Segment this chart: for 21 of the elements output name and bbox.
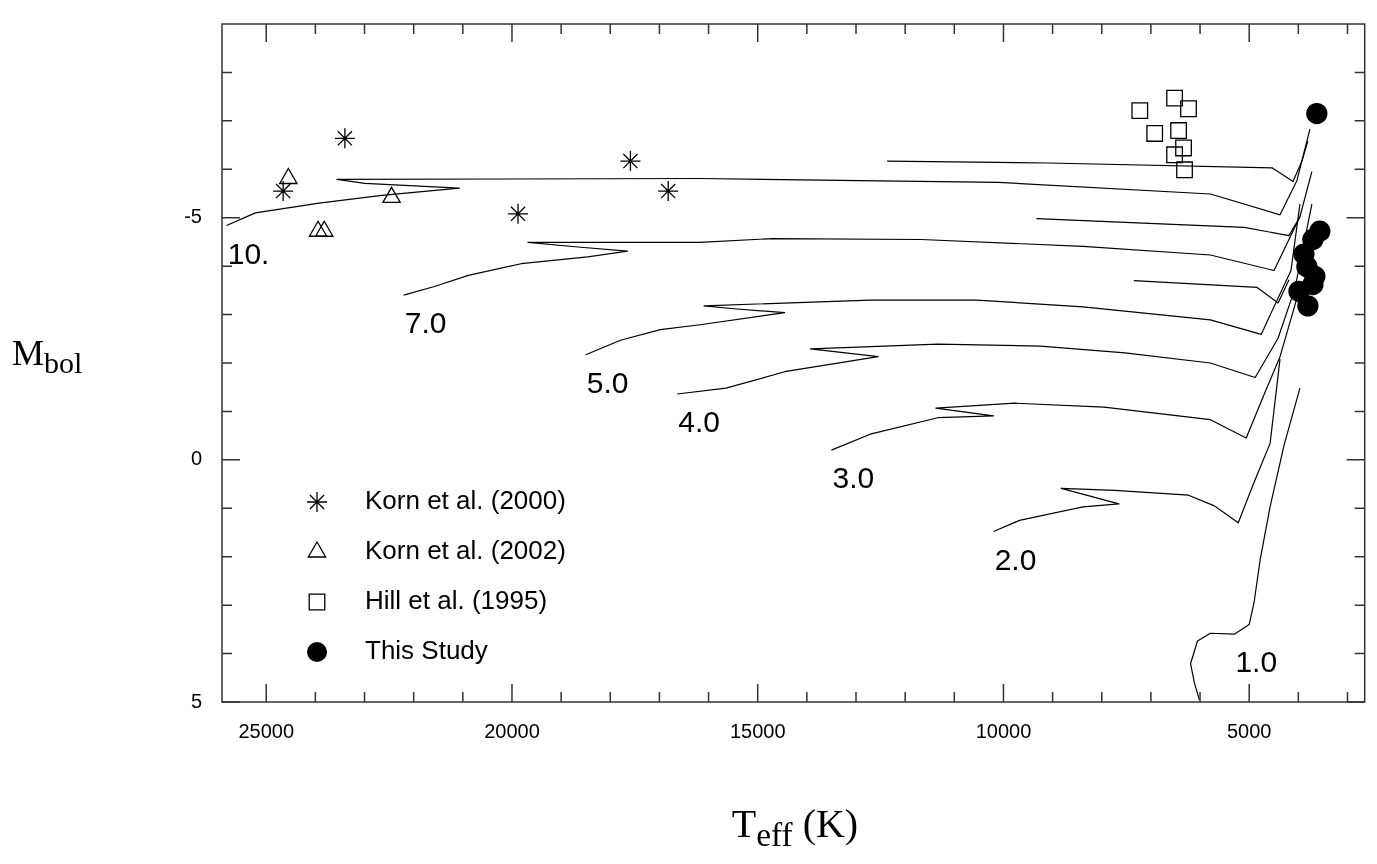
y-tick-label: 0 bbox=[190, 447, 202, 470]
annotation: 7.0 bbox=[404, 306, 447, 340]
annotation: 3.0 bbox=[832, 461, 875, 495]
legend-label: Hill et al. (1995) bbox=[365, 585, 548, 616]
y-tick-label: -5 bbox=[184, 205, 202, 228]
x-tick-label: 15000 bbox=[729, 719, 786, 742]
legend-label: Korn et al. (2002) bbox=[365, 535, 566, 566]
x-tick-label: 10000 bbox=[975, 719, 1032, 742]
y-tick-label: 5 bbox=[190, 689, 202, 712]
x-tick-label: 5000 bbox=[1226, 719, 1272, 742]
annotation: 4.0 bbox=[678, 405, 721, 439]
legend-label: Korn et al. (2000) bbox=[365, 485, 566, 516]
legend-label: This Study bbox=[365, 635, 488, 666]
x-tick-label: 25000 bbox=[238, 719, 295, 742]
x-tick-label: 20000 bbox=[484, 719, 540, 742]
annotation: 1.0 bbox=[1235, 645, 1278, 679]
annotation: 10. bbox=[227, 236, 270, 270]
x-axis-title: T$_{eff}$ (K) bbox=[730, 800, 860, 854]
y-axis-title: M$_{bol}$ bbox=[12, 332, 83, 381]
annotation: 5.0 bbox=[586, 366, 629, 400]
annotation: 2.0 bbox=[994, 542, 1037, 576]
